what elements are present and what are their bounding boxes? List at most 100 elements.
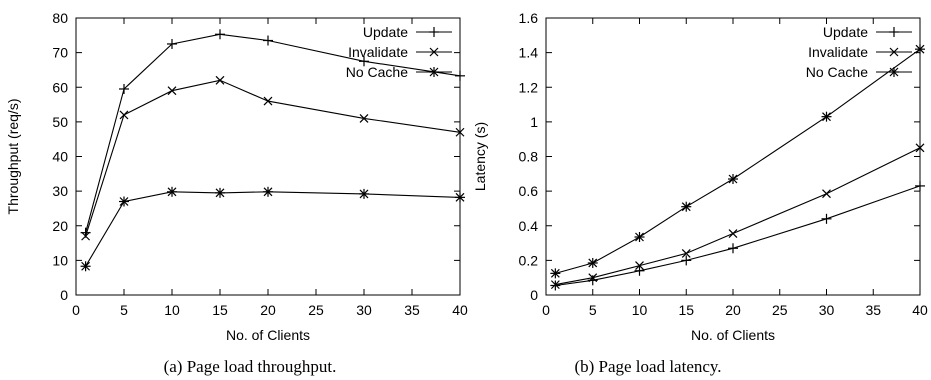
data-point	[822, 189, 831, 199]
data-point	[263, 35, 273, 46]
marker-stroke	[167, 187, 177, 197]
x-tick-label: 20	[725, 302, 741, 318]
x-tick-label: 30	[819, 302, 835, 318]
y-tick-label: 80	[52, 10, 68, 26]
y-tick-label: 1.4	[519, 45, 539, 61]
marker-stroke	[429, 67, 439, 77]
marker-stroke	[263, 187, 273, 197]
legend-label: No Cache	[806, 64, 868, 80]
x-tick-label: 25	[308, 302, 324, 318]
legend-marker	[889, 27, 899, 37]
legend-marker	[429, 47, 439, 57]
data-point	[821, 111, 832, 122]
marker-stroke	[681, 249, 691, 258]
series-line-invalidate	[85, 79, 461, 237]
x-tick-label: 5	[589, 302, 597, 318]
x-tick-label: 10	[164, 302, 180, 318]
marker-stroke	[588, 258, 598, 268]
data-point	[915, 143, 925, 153]
data-point	[634, 265, 645, 276]
data-point	[455, 192, 465, 203]
series-line-no-cache	[555, 48, 921, 274]
marker-stroke	[588, 273, 598, 283]
y-tick-label: 1.2	[519, 79, 539, 95]
legend-label: Invalidate	[808, 44, 868, 60]
x-tick-label: 35	[865, 302, 881, 318]
y-tick-label: 60	[52, 79, 68, 95]
marker-stroke	[550, 280, 560, 290]
data-point	[915, 180, 925, 191]
marker-stroke	[915, 143, 925, 153]
marker-stroke	[81, 231, 91, 241]
x-tick-label: 35	[404, 302, 420, 318]
series-line-update	[555, 185, 921, 287]
data-point	[587, 257, 598, 268]
marker-stroke	[635, 261, 644, 270]
data-point	[634, 232, 645, 243]
marker-stroke	[455, 127, 465, 137]
marker-stroke	[915, 44, 925, 54]
legend-marker	[889, 67, 899, 77]
marker-stroke	[822, 112, 831, 122]
y-tick-label: 0	[60, 287, 68, 303]
y-axis-label: Latency (s)	[472, 122, 488, 191]
data-point	[728, 174, 738, 185]
y-tick-label: 30	[52, 183, 68, 199]
legend-marker	[429, 27, 439, 37]
x-tick-label: 10	[632, 302, 648, 318]
data-point	[455, 70, 465, 81]
x-tick-label: 30	[356, 302, 372, 318]
legend-label: Update	[823, 24, 868, 40]
marker-stroke	[119, 110, 129, 120]
marker-stroke	[81, 261, 91, 271]
marker-stroke	[550, 268, 560, 278]
x-tick-label: 5	[120, 302, 128, 318]
legend-label: Update	[363, 24, 408, 40]
x-axis-label: No. of Clients	[226, 327, 310, 343]
data-point	[263, 186, 273, 197]
legend-marker	[429, 67, 439, 77]
marker-stroke	[263, 96, 273, 106]
x-tick-label: 0	[542, 302, 550, 318]
marker-stroke	[359, 113, 369, 123]
data-point	[681, 249, 691, 258]
data-point	[728, 243, 738, 254]
marker-stroke	[455, 192, 465, 202]
marker-stroke	[889, 67, 899, 77]
y-tick-label: 1.6	[519, 10, 539, 26]
x-tick-label: 15	[212, 302, 228, 318]
data-point	[263, 96, 273, 106]
marker-stroke	[822, 189, 831, 199]
data-point	[119, 83, 129, 94]
figure-caption: (a) Page load throughput.	[164, 357, 337, 376]
x-tick-label: 40	[912, 302, 928, 318]
data-point	[215, 29, 225, 40]
data-point	[728, 229, 738, 238]
y-tick-label: 40	[52, 149, 68, 165]
legend-label: No Cache	[346, 64, 408, 80]
x-tick-label: 15	[678, 302, 694, 318]
data-point	[359, 188, 369, 199]
marker-stroke	[728, 174, 738, 184]
y-tick-label: 10	[52, 252, 68, 268]
x-tick-label: 25	[772, 302, 788, 318]
y-tick-label: 50	[52, 114, 68, 130]
data-point	[588, 273, 598, 283]
data-point	[681, 201, 692, 212]
series-line-invalidate	[555, 147, 921, 286]
data-point	[80, 261, 91, 272]
x-tick-label: 40	[452, 302, 468, 318]
y-tick-label: 20	[52, 218, 68, 234]
data-point	[550, 280, 560, 290]
y-tick-label: 0.2	[519, 252, 539, 268]
x-tick-label: 20	[260, 302, 276, 318]
y-tick-label: 0.4	[519, 218, 539, 234]
series-line-no-cache	[85, 191, 461, 267]
marker-stroke	[635, 232, 644, 242]
data-point	[359, 56, 369, 67]
y-axis-label: Throughput (req/s)	[5, 99, 21, 215]
panel-latency: 0 5 10 15 20 25 30 35 40 0 0.2 0.4 0.6 0.8 1 1.2 1.4 1.6 N…	[472, 10, 928, 376]
x-axis-label: No. of Clients	[691, 327, 775, 343]
data-point	[119, 110, 129, 120]
